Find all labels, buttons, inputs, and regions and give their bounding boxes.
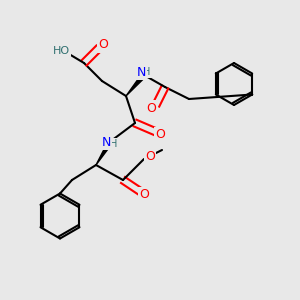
Text: O: O [147,101,156,115]
Polygon shape [126,74,146,96]
Text: HO: HO [53,46,70,56]
Text: O: O [99,38,108,52]
Text: O: O [156,128,165,142]
Text: N: N [102,136,111,149]
Text: H: H [143,67,151,77]
Text: H: H [110,139,118,149]
Text: N: N [136,65,146,79]
Text: O: O [145,149,155,163]
Polygon shape [96,140,113,165]
Text: O: O [139,188,149,202]
